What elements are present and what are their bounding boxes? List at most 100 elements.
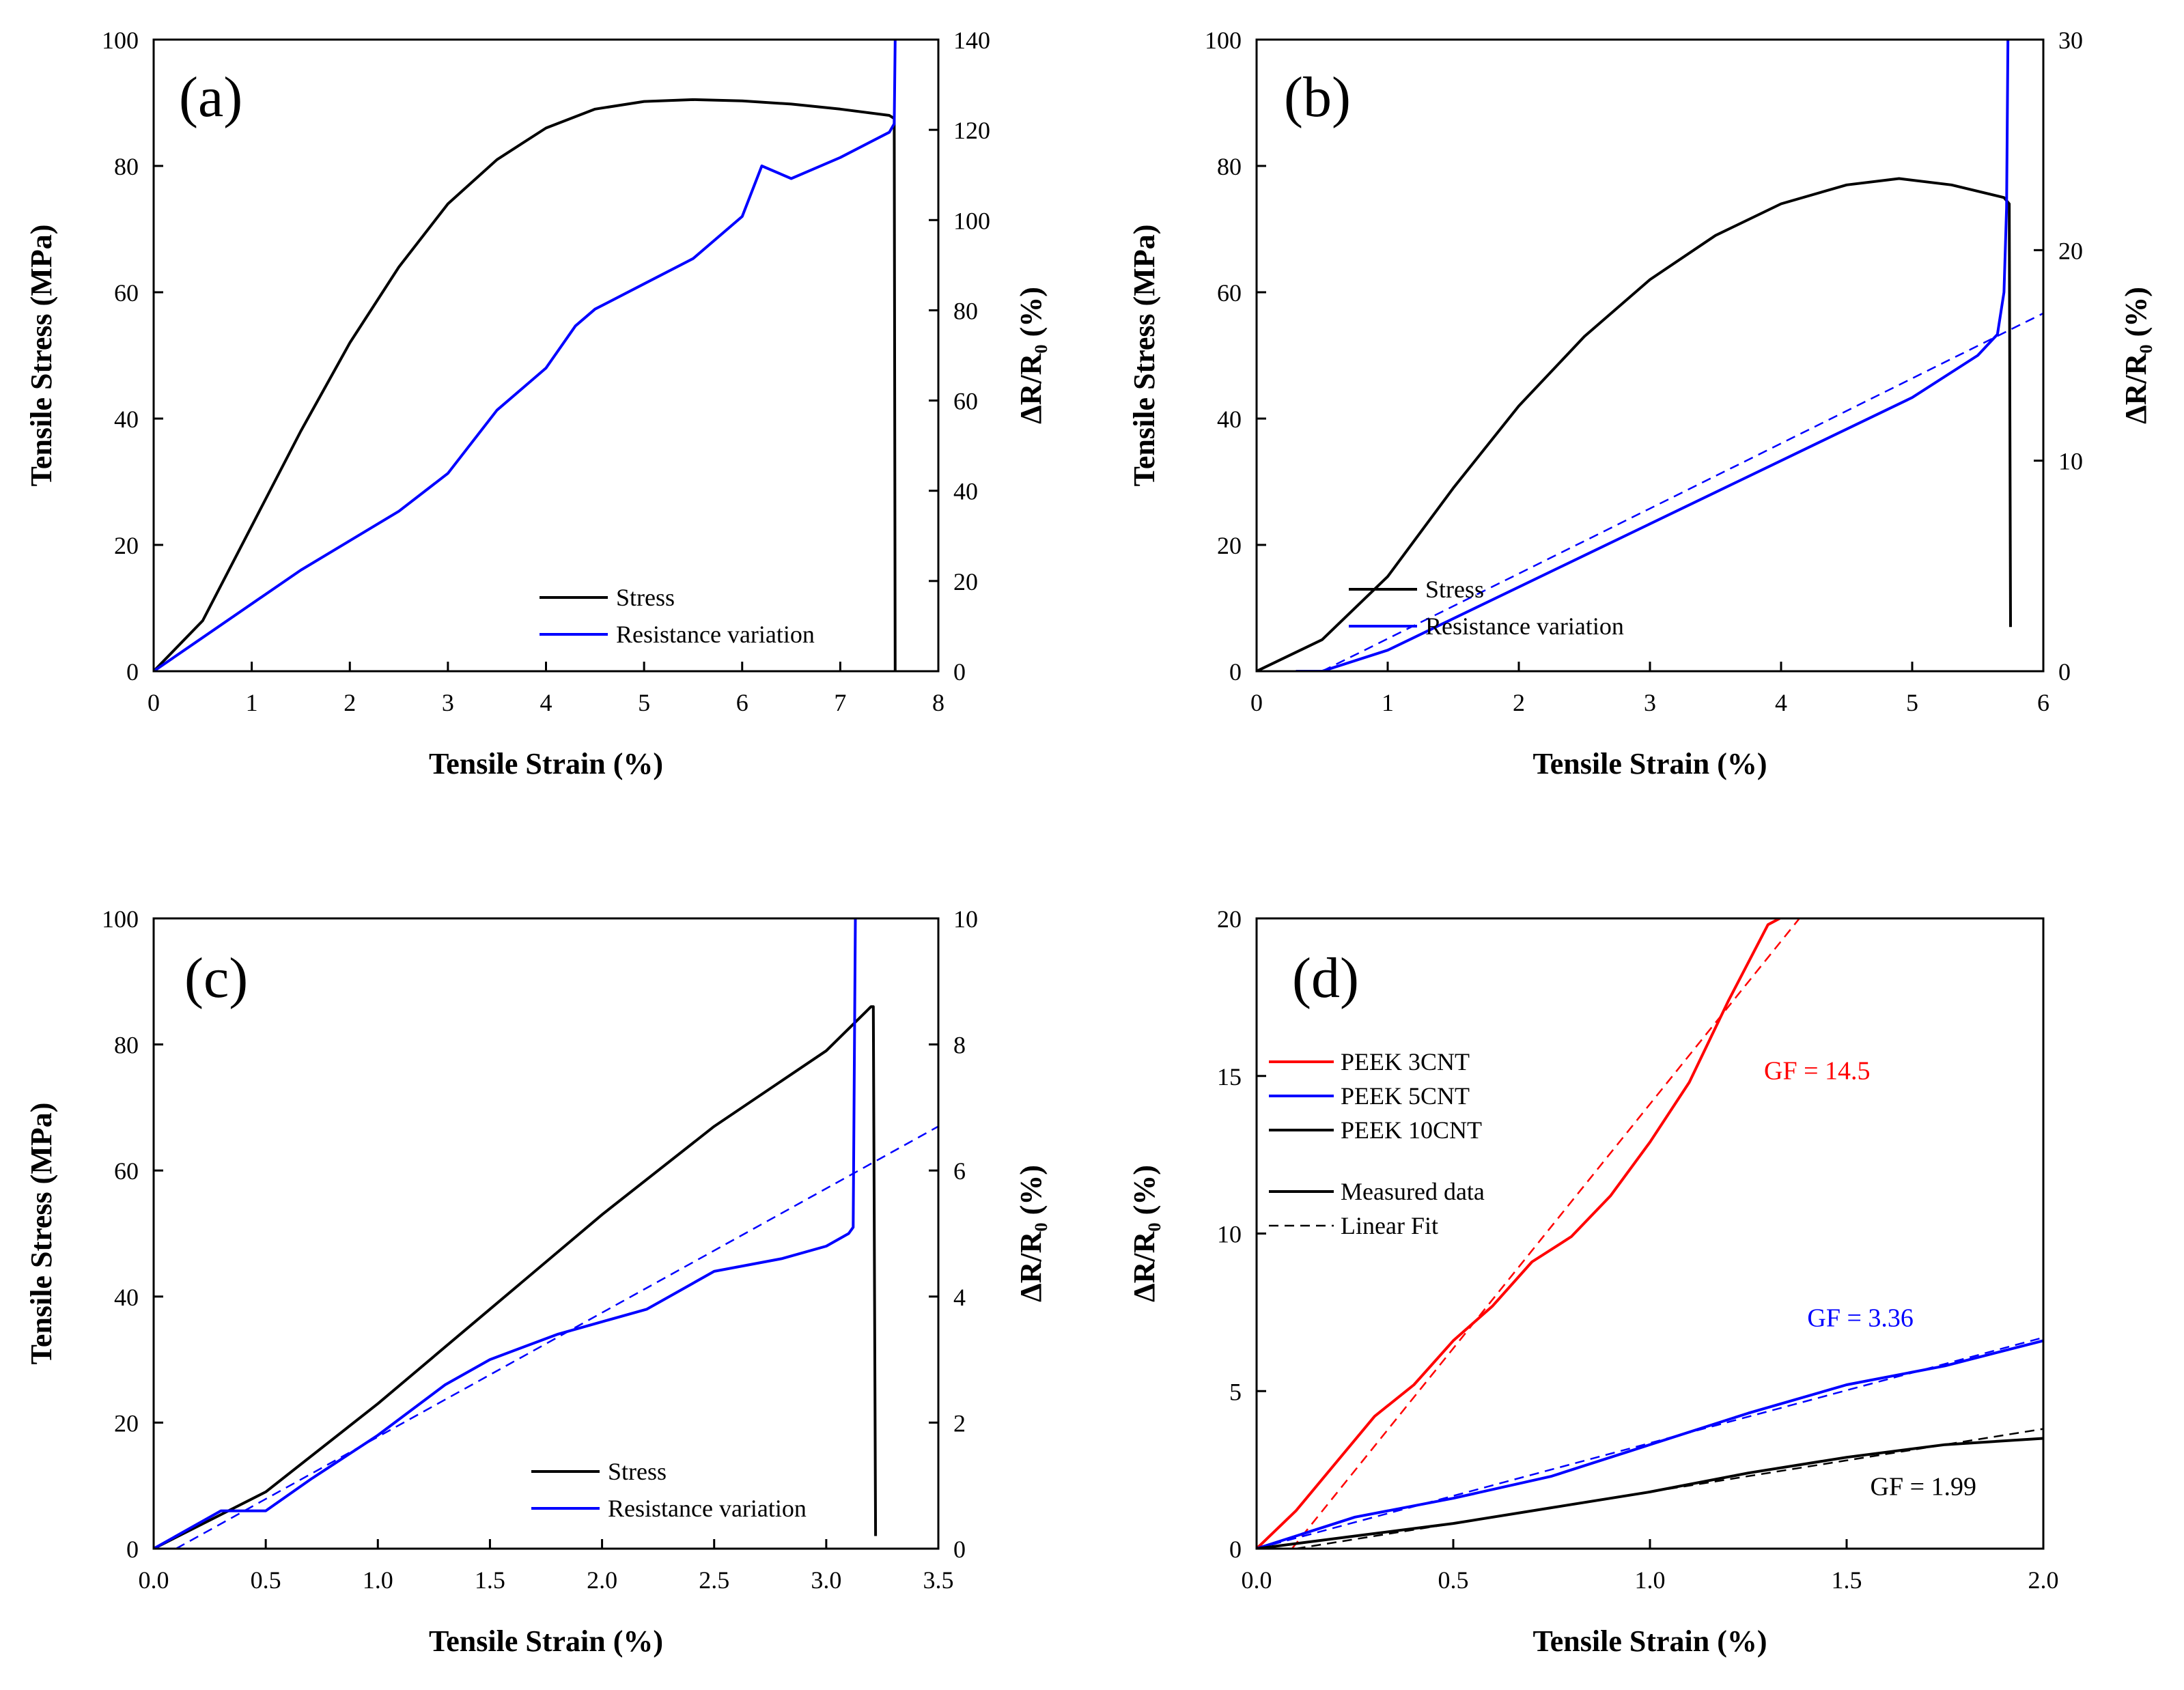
x-tick-label: 2.0 [2028, 1566, 2059, 1594]
y2-tick-label: 2 [953, 1409, 966, 1437]
y2-tick-label: 30 [2058, 27, 2083, 54]
y2-axis-label: ΔR/R₀ (%) [2119, 287, 2153, 424]
x-tick-label: 1.5 [1832, 1566, 1862, 1594]
y-tick-label: 20 [1217, 905, 1242, 933]
legend-entry: PEEK 10CNT [1341, 1116, 1482, 1144]
y-axis-label: Tensile Stress (MPa) [25, 225, 58, 487]
y2-tick-label: 0 [953, 658, 966, 686]
x-tick-label: 0.5 [1438, 1566, 1469, 1594]
x-tick-label: 5 [638, 689, 650, 716]
x-tick-label: 7 [834, 689, 846, 716]
x-tick-label: 1.5 [475, 1566, 505, 1594]
y2-tick-label: 0 [953, 1536, 966, 1563]
y2-tick-label: 8 [953, 1032, 966, 1059]
y-tick-label: 60 [114, 279, 139, 307]
y-tick-label: 10 [1217, 1221, 1242, 1248]
series-stress [154, 1005, 878, 1549]
series-linear-fit [176, 1125, 938, 1549]
x-tick-label: 0.0 [139, 1566, 169, 1594]
series-group [154, 918, 938, 1549]
y2-tick-label: 0 [2058, 658, 2071, 686]
plot-frame [1255, 38, 2045, 673]
y-tick-label: 60 [1217, 279, 1242, 307]
x-axis-label: Tensile Strain (%) [1532, 1624, 1767, 1658]
gauge-factor-annotation: GF = 3.36 [1807, 1304, 1914, 1333]
y-tick-label: 0 [126, 658, 139, 686]
y-tick-label: 20 [114, 1409, 139, 1437]
series-peek-5cnt-fit [1257, 1336, 2043, 1549]
y-axis-label: ΔR/R₀ (%) [1128, 1165, 1161, 1302]
series-peek-3cnt [1257, 918, 1781, 1549]
x-tick-label: 4 [540, 689, 552, 716]
panel-label: (b) [1284, 66, 1351, 129]
panel-label: (c) [184, 946, 248, 1010]
x-tick-label: 8 [932, 689, 944, 716]
x-tick-label: 0.5 [251, 1566, 281, 1594]
panel-label: (a) [179, 66, 242, 129]
legend-entry: Resistance variation [616, 621, 815, 648]
y2-tick-label: 40 [953, 478, 978, 505]
series-resistance-variation [154, 40, 897, 671]
x-tick-label: 5 [1906, 689, 1918, 716]
legend: Stress Resistance variation [1349, 576, 1624, 640]
x-tick-label: 6 [736, 689, 748, 716]
y-tick-label: 15 [1217, 1063, 1242, 1090]
y2-tick-label: 20 [2058, 237, 2083, 264]
panel-label: (d) [1292, 946, 1359, 1010]
y-tick-label: 20 [114, 532, 139, 559]
y-tick-label: 40 [114, 1284, 139, 1311]
series-group [154, 40, 897, 671]
x-tick-label: 1 [1382, 689, 1394, 716]
y2-tick-label: 10 [953, 905, 978, 933]
legend: Stress Resistance variation [531, 1458, 807, 1522]
y2-tick-label: 6 [953, 1157, 966, 1185]
y-tick-label: 100 [102, 905, 139, 933]
legend-entry: Stress [608, 1458, 667, 1485]
gauge-factor-annotation: GF = 14.5 [1764, 1056, 1871, 1085]
x-tick-label: 4 [1775, 689, 1787, 716]
y2-axis-label: ΔR/R₀ (%) [1014, 1165, 1048, 1302]
series-resistance-variation [154, 918, 857, 1549]
series-peek-5cnt [1257, 1339, 2043, 1549]
x-tick-label: 0 [148, 689, 160, 716]
gauge-factor-annotation: GF = 1.99 [1871, 1473, 1977, 1502]
x-tick-label: 6 [2037, 689, 2049, 716]
y-axis-label: Tensile Stress (MPa) [1128, 225, 1161, 487]
y2-tick-label: 20 [953, 568, 978, 595]
plot-frame [152, 917, 940, 1550]
legend-entry: Measured data [1341, 1178, 1485, 1205]
y2-tick-label: 80 [953, 297, 978, 324]
x-tick-label: 1 [246, 689, 258, 716]
y-tick-label: 5 [1229, 1378, 1242, 1405]
series-linear-fit [1321, 312, 2043, 671]
legend: Stress Resistance variation [540, 584, 815, 648]
x-tick-label: 1.0 [1635, 1566, 1666, 1594]
series-stress [1257, 177, 2012, 671]
y-tick-label: 20 [1217, 532, 1242, 559]
y-tick-label: 0 [1229, 658, 1242, 686]
series-resistance-variation [1296, 40, 2010, 671]
y-tick-label: 40 [114, 406, 139, 433]
series-peek-3cnt-fit [1291, 918, 1800, 1549]
series-peek-10cnt-fit [1296, 1428, 2043, 1549]
y-tick-label: 100 [102, 27, 139, 54]
plot-frame [152, 38, 940, 673]
legend-entry: Linear Fit [1341, 1212, 1438, 1239]
chart-panel-0: 0 1 2 3 4 5 6 7 8020406080100020406080100120140T… [25, 27, 1048, 780]
y-axis-label: Tensile Stress (MPa) [25, 1103, 58, 1365]
x-tick-label: 3 [442, 689, 454, 716]
x-axis-label: Tensile Strain (%) [1532, 747, 1767, 780]
legend-entry: PEEK 3CNT [1341, 1048, 1470, 1075]
series-peek-10cnt [1257, 1437, 2043, 1549]
x-axis-label: Tensile Strain (%) [429, 1624, 663, 1658]
y2-tick-label: 140 [953, 27, 990, 54]
x-tick-label: 3.0 [811, 1566, 841, 1594]
legend: PEEK 3CNT PEEK 5CNT PEEK 10CNT Measured dat… [1269, 1048, 1485, 1239]
y-tick-label: 0 [126, 1536, 139, 1563]
x-tick-label: 0 [1250, 689, 1263, 716]
x-axis-label: Tensile Strain (%) [429, 747, 663, 780]
y2-tick-label: 120 [953, 117, 990, 144]
series-group [1257, 40, 2043, 671]
series-group [1257, 918, 2043, 1549]
